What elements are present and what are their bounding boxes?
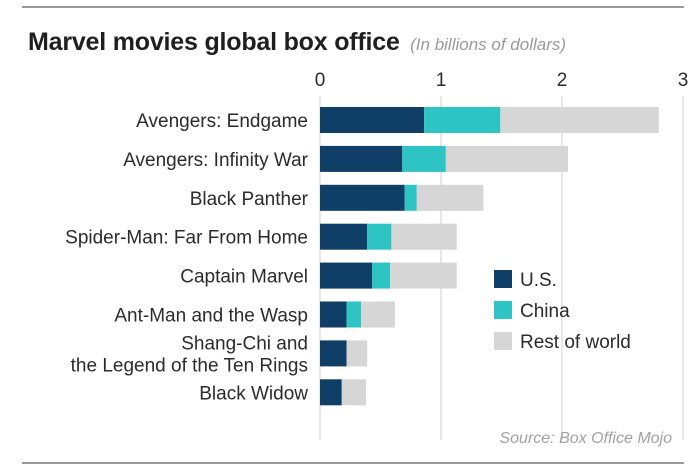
x-tick-label: 0 xyxy=(315,70,326,91)
bar-segment-us xyxy=(320,262,373,289)
category-label-line: Ant-Man and the Wasp xyxy=(114,306,308,327)
category-label-line: the Legend of the Ten Rings xyxy=(71,355,308,376)
x-tick-label: 1 xyxy=(436,70,447,91)
bar-segment-us xyxy=(320,340,347,367)
bar-segment-us xyxy=(320,145,403,172)
legend-label: China xyxy=(520,301,570,322)
bar-segment-rest xyxy=(416,184,484,211)
bar-segment-rest xyxy=(390,262,457,289)
category-label-line: Black Widow xyxy=(199,383,308,404)
chart-subtitle: (In billions of dollars) xyxy=(410,35,567,54)
chart-header: Marvel movies global box office (In bill… xyxy=(28,28,566,57)
bar-segment-us xyxy=(320,301,347,328)
category-label-line: Spider-Man: Far From Home xyxy=(65,228,308,249)
bar-segment-rest xyxy=(445,145,569,172)
legend-swatch xyxy=(494,270,512,288)
chart-title: Marvel movies global box office xyxy=(28,28,400,56)
bar-segment-rest xyxy=(346,340,368,367)
category-label-line: Avengers: Endgame xyxy=(136,111,308,132)
bar-segment-us xyxy=(320,223,368,250)
legend-swatch xyxy=(494,301,512,319)
bar-segment-china xyxy=(372,262,391,289)
bar-segment-us xyxy=(320,379,342,406)
bar-segment-china xyxy=(402,145,446,172)
bar-segment-rest xyxy=(500,107,659,133)
bar-segment-china xyxy=(404,184,417,211)
bar-segment-china xyxy=(424,107,501,133)
bar-segment-us xyxy=(320,107,425,133)
bottom-rule xyxy=(22,462,684,464)
top-rule xyxy=(22,6,684,8)
bar-segment-rest xyxy=(361,301,396,328)
category-label: Ant-Man and the Wasp xyxy=(114,306,308,327)
category-label: Shang-Chi and the Legend of the Ten Rings xyxy=(71,333,308,376)
category-label: Black Widow xyxy=(199,383,308,404)
legend-label: U.S. xyxy=(520,270,557,291)
legend-swatch xyxy=(494,332,512,350)
bar-segment-rest xyxy=(391,223,457,250)
bar-segment-us xyxy=(320,184,405,211)
category-label: Avengers: Infinity War xyxy=(123,150,308,171)
legend-label: Rest of world xyxy=(520,332,631,353)
category-label: Spider-Man: Far From Home xyxy=(65,228,308,249)
category-label-line: Captain Marvel xyxy=(180,267,308,288)
category-label: Captain Marvel xyxy=(180,267,308,288)
category-label: Black Panther xyxy=(190,189,309,210)
category-label: Avengers: Endgame xyxy=(136,111,308,132)
source-note: Source: Box Office Mojo xyxy=(499,430,672,447)
x-tick-label: 2 xyxy=(557,70,568,91)
bar-segment-china xyxy=(367,223,392,250)
category-label-line: Black Panther xyxy=(190,189,309,210)
category-label-line: Shang-Chi and xyxy=(181,333,308,354)
category-label-line: Avengers: Infinity War xyxy=(123,150,308,171)
x-tick-label: 3 xyxy=(678,70,689,91)
bar-segment-rest xyxy=(341,379,366,406)
bar-segment-china xyxy=(346,301,362,328)
